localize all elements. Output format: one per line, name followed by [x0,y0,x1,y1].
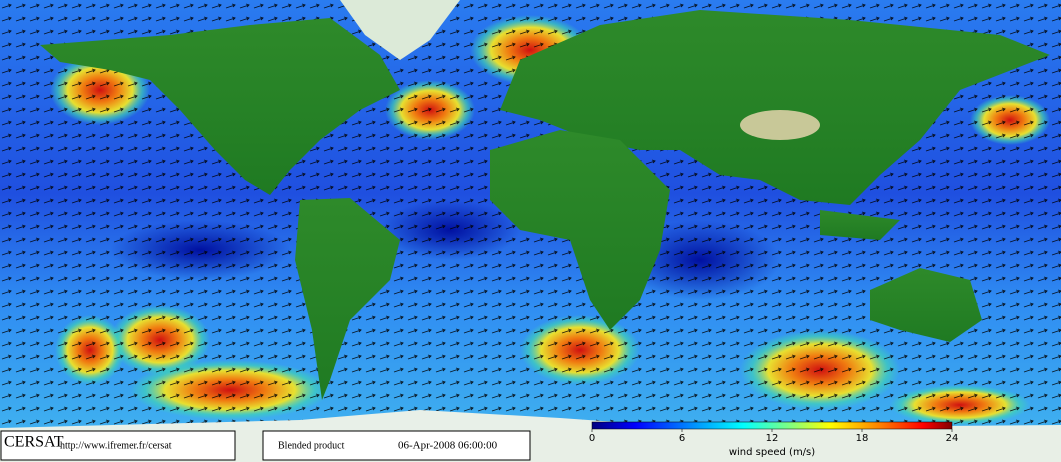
colorbar-tick-label: 24 [946,433,959,444]
continents [40,10,1050,400]
colorbar-tick-label: 18 [856,433,869,444]
product: Blended product [278,440,345,451]
url: http://www.ifremer.fr/cersat [60,440,172,451]
colorbar-tick-label: 0 [589,433,595,444]
greenland [340,0,460,60]
logo-box [0,430,236,461]
plateau [740,110,820,140]
info-box [262,430,531,461]
colorbar-tick-label: 6 [679,433,685,444]
colorbar-tick-label: 12 [766,433,779,444]
colorbar [591,421,953,430]
datetime: 06-Apr-2008 06:00:00 [398,440,498,452]
antarctica [0,410,1061,430]
colorbar-label: wind speed (m/s) [729,447,815,458]
logo: CERSAT [4,434,64,451]
